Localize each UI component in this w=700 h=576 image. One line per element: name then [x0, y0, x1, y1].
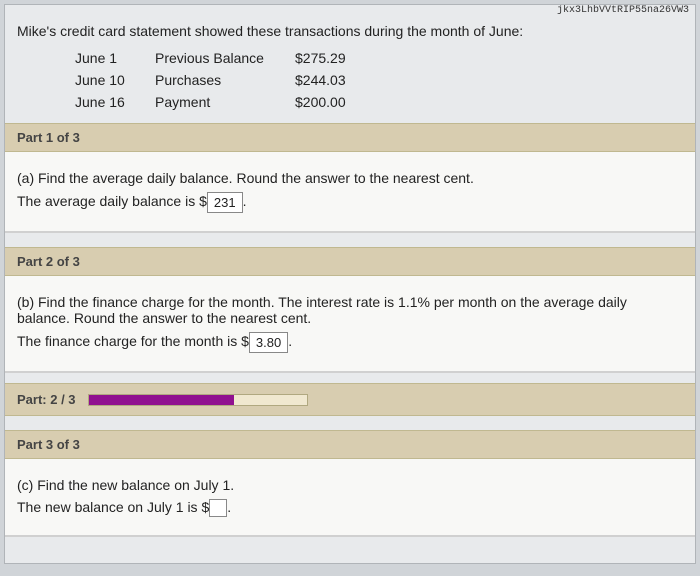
progress-bar — [88, 394, 308, 406]
table-row: June 1 Previous Balance $275.29 — [75, 47, 695, 69]
part2-question: (b) Find the finance charge for the mont… — [17, 294, 683, 326]
problem-intro: Mike's credit card statement showed thes… — [5, 17, 695, 47]
top-code: jkx3LhbVVtRIP55na26VW3 — [5, 5, 695, 17]
part3-question: (c) Find the new balance on July 1. — [17, 477, 683, 493]
progress-row: Part: 2 / 3 — [5, 383, 695, 416]
part3-ans-post: . — [227, 499, 231, 515]
part2-body: (b) Find the finance charge for the mont… — [5, 276, 695, 373]
part1-question: (a) Find the average daily balance. Roun… — [17, 170, 683, 186]
trans-amount: $200.00 — [295, 94, 395, 110]
part3-body: (c) Find the new balance on July 1. The … — [5, 459, 695, 537]
part3-answer-input[interactable] — [209, 499, 227, 517]
trans-amount: $244.03 — [295, 72, 395, 88]
part3-header: Part 3 of 3 — [5, 430, 695, 459]
table-row: June 10 Purchases $244.03 — [75, 69, 695, 91]
trans-label: Purchases — [155, 72, 295, 88]
transactions-table: June 1 Previous Balance $275.29 June 10 … — [5, 47, 695, 113]
part1-answer-input[interactable]: 231 — [207, 192, 243, 213]
part3-ans-pre: The new balance on July 1 is $ — [17, 499, 209, 515]
worksheet-container: jkx3LhbVVtRIP55na26VW3 Mike's credit car… — [4, 4, 696, 564]
part2-ans-post: . — [288, 333, 292, 349]
part3-answer-line: The new balance on July 1 is $. — [17, 499, 683, 517]
part1-answer-line: The average daily balance is $231. — [17, 192, 683, 213]
part2-answer-input[interactable]: 3.80 — [249, 332, 288, 353]
trans-date: June 1 — [75, 50, 155, 66]
progress-label: Part: 2 / 3 — [17, 392, 76, 407]
part1-ans-post: . — [243, 193, 247, 209]
trans-label: Previous Balance — [155, 50, 295, 66]
part1-ans-pre: The average daily balance is $ — [17, 193, 207, 209]
part2-answer-line: The finance charge for the month is $3.8… — [17, 332, 683, 353]
part2-ans-pre: The finance charge for the month is $ — [17, 333, 249, 349]
part1-header: Part 1 of 3 — [5, 123, 695, 152]
trans-label: Payment — [155, 94, 295, 110]
trans-date: June 16 — [75, 94, 155, 110]
part1-body: (a) Find the average daily balance. Roun… — [5, 152, 695, 233]
trans-amount: $275.29 — [295, 50, 395, 66]
progress-fill — [89, 395, 234, 405]
table-row: June 16 Payment $200.00 — [75, 91, 695, 113]
part2-header: Part 2 of 3 — [5, 247, 695, 276]
trans-date: June 10 — [75, 72, 155, 88]
